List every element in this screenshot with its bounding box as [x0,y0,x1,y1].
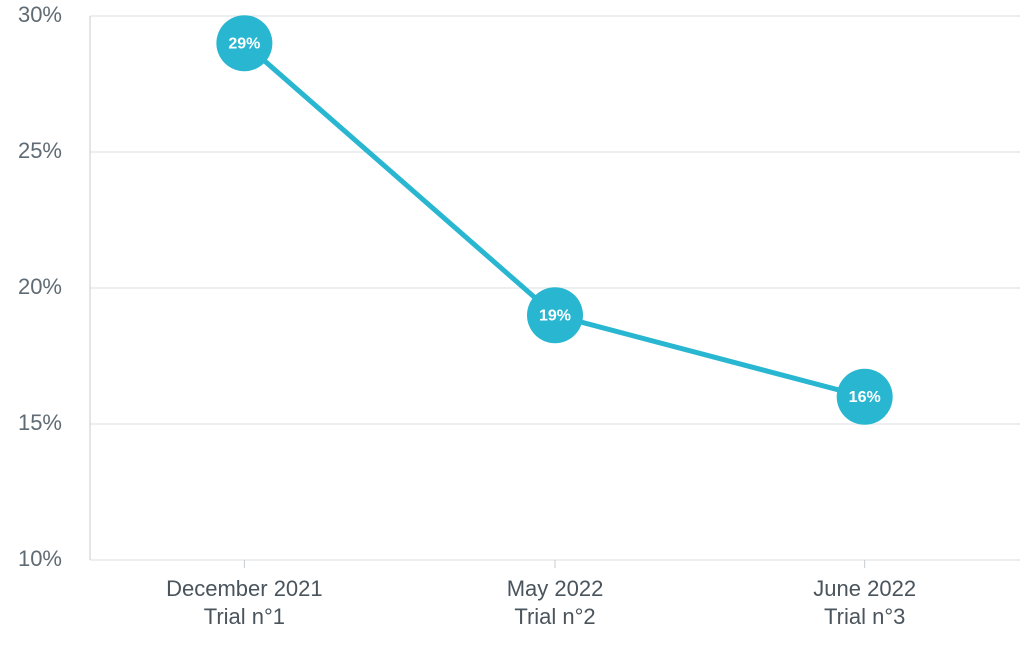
y-tick-label: 10% [18,546,62,571]
chart-svg: 30% 25% 20% 15% 10% December 2021 Trial n°1 May… [0,0,1036,654]
x-tick-label-line1: June 2022 [813,576,916,601]
y-tick-label: 25% [18,138,62,163]
series-line [244,43,864,397]
x-tick-label-line2: Trial n°2 [514,604,595,629]
x-tick-label-line2: Trial n°3 [824,604,905,629]
x-tick-label-line1: December 2021 [166,576,323,601]
line-chart: 30% 25% 20% 15% 10% December 2021 Trial n°1 May… [0,0,1036,654]
y-tick-label: 20% [18,274,62,299]
data-marker-label: 16% [849,389,881,406]
x-tick-label-line1: May 2022 [507,576,604,601]
data-marker-label: 29% [228,35,260,52]
y-tick-label: 15% [18,410,62,435]
x-tick-label-line2: Trial n°1 [204,604,285,629]
data-marker-label: 19% [539,307,571,324]
y-tick-label: 30% [18,2,62,27]
